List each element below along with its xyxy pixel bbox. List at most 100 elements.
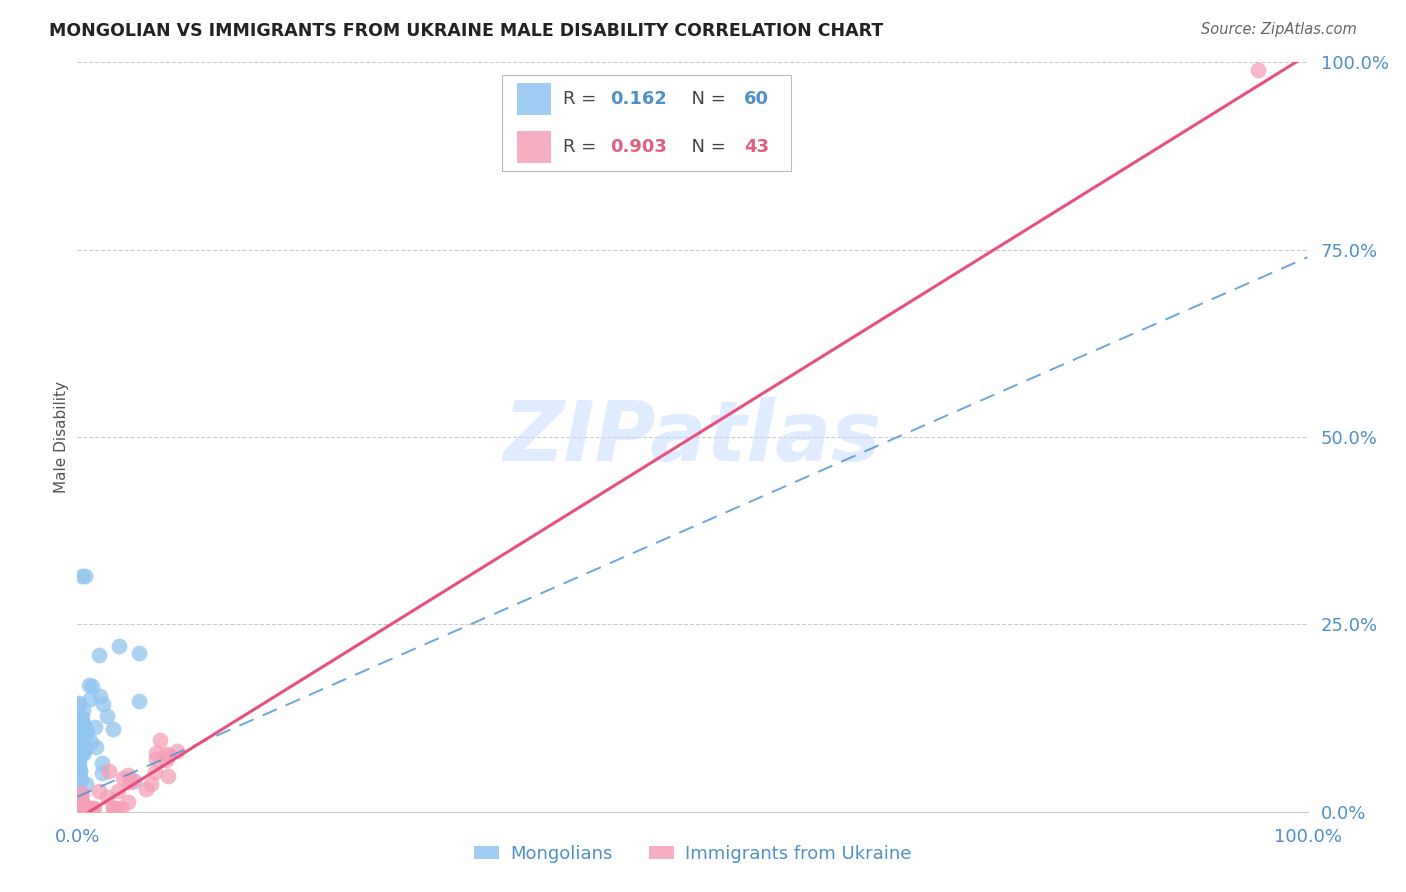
Point (67, 714, 90, 728)
Point (67, 743, 90, 757)
Point (96, 709, 118, 723)
Point (84, 720, 107, 734)
Point (73, 719, 96, 733)
Point (91, 756, 114, 770)
Point (143, 764, 166, 779)
Point (69, 764, 91, 778)
Point (69, 772, 91, 786)
Point (67, 764, 90, 778)
Point (69, 801, 91, 815)
Point (69, 764, 91, 778)
Point (117, 795, 139, 809)
Point (124, 773, 146, 788)
Point (98, 764, 121, 778)
Y-axis label: Male Disability: Male Disability (53, 381, 69, 493)
Point (70, 786, 93, 800)
Point (75, 801, 97, 815)
Point (75, 723, 97, 737)
Point (70, 568, 93, 582)
Point (67, 801, 90, 815)
Point (89, 689, 111, 703)
Point (75, 777, 97, 791)
Point (110, 801, 132, 815)
Point (67, 723, 90, 737)
Point (70, 795, 93, 809)
Text: N =: N = (681, 138, 731, 156)
Point (141, 777, 163, 791)
Point (72, 702, 94, 716)
Point (70, 801, 93, 815)
Point (67, 726, 90, 740)
Point (73, 743, 96, 757)
Point (70, 801, 93, 815)
Point (84, 739, 107, 754)
Point (89, 648, 111, 662)
Point (101, 801, 124, 815)
Text: MONGOLIAN VS IMMIGRANTS FROM UKRAINE MALE DISABILITY CORRELATION CHART: MONGOLIAN VS IMMIGRANTS FROM UKRAINE MAL… (49, 22, 883, 40)
Point (72, 741, 94, 756)
Point (67, 751, 90, 765)
Point (67, 756, 90, 770)
Point (117, 768, 139, 782)
Point (69, 710, 91, 724)
Point (70, 790, 93, 805)
Point (75, 801, 97, 815)
Point (67, 710, 90, 724)
Point (87, 784, 110, 798)
Point (77, 801, 100, 815)
Point (67, 743, 90, 757)
Point (135, 782, 157, 797)
Point (91, 698, 114, 712)
Point (79, 692, 101, 706)
Point (82, 801, 104, 815)
Point (118, 775, 141, 789)
Point (67, 698, 90, 712)
Text: Source: ZipAtlas.com: Source: ZipAtlas.com (1201, 22, 1357, 37)
Point (91, 766, 114, 780)
Point (145, 752, 167, 766)
Point (82, 679, 104, 693)
Point (121, 772, 143, 787)
Point (69, 736, 91, 750)
Point (75, 741, 97, 756)
Point (107, 783, 129, 797)
Point (96, 790, 118, 805)
Point (70, 710, 93, 724)
Point (67, 747, 90, 762)
Point (83, 801, 105, 815)
Point (67, 799, 90, 814)
Point (67, 786, 90, 800)
Point (108, 640, 131, 654)
Point (67, 732, 90, 747)
Text: 60: 60 (744, 90, 769, 108)
Point (157, 747, 180, 762)
Point (67, 748, 90, 763)
Point (128, 646, 150, 660)
Text: R =: R = (564, 138, 602, 156)
Point (112, 772, 135, 786)
Point (75, 801, 97, 815)
Point (72, 747, 94, 762)
Bar (516, 84, 551, 115)
Point (166, 744, 188, 758)
Point (104, 800, 127, 814)
Point (67, 696, 90, 710)
Legend: Mongolians, Immigrants from Ukraine: Mongolians, Immigrants from Ukraine (467, 838, 918, 870)
Point (75, 801, 97, 815)
Point (79, 735, 101, 749)
Text: 0.162: 0.162 (610, 90, 666, 108)
Point (72, 797, 94, 811)
Bar (516, 131, 551, 163)
FancyBboxPatch shape (502, 75, 792, 171)
Point (69, 711, 91, 725)
Point (155, 747, 177, 762)
Point (155, 753, 177, 767)
Point (72, 723, 94, 737)
Text: 43: 43 (744, 138, 769, 156)
Point (73, 718, 96, 732)
Point (67, 801, 90, 815)
Point (70, 725, 93, 739)
Point (76, 726, 98, 740)
Point (72, 723, 94, 737)
Point (157, 769, 180, 783)
